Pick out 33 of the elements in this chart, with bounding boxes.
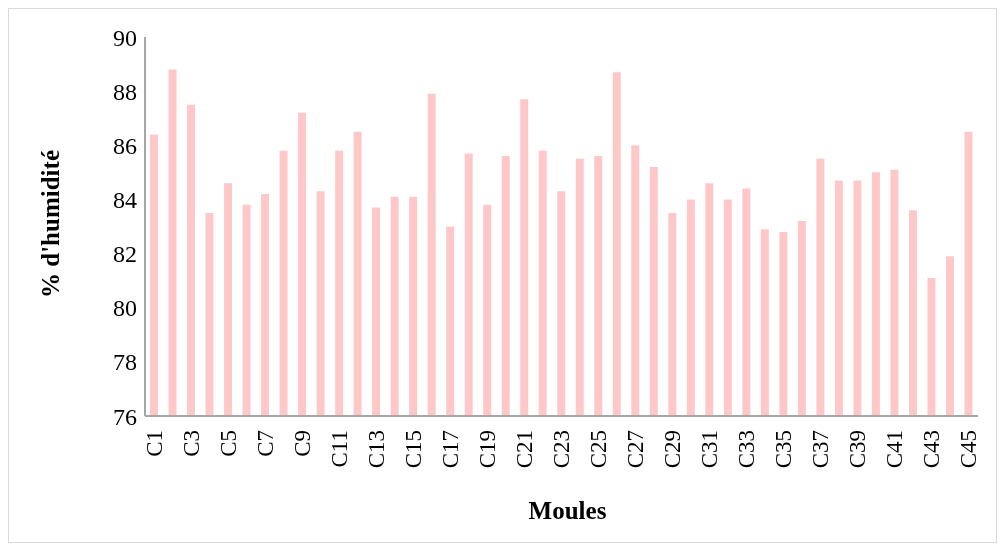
y-tick-label: 76 — [113, 403, 137, 430]
y-tick-label: 90 — [113, 24, 137, 51]
x-tick-label: C5 — [215, 430, 241, 457]
x-tick-label: C25 — [586, 430, 612, 469]
x-tick-label: C21 — [511, 430, 537, 469]
x-tick-label: C15 — [400, 430, 426, 469]
x-tick-label: C41 — [882, 430, 908, 469]
x-tick-label: C9 — [289, 430, 315, 457]
x-tick-label: C3 — [178, 430, 204, 457]
y-tick-label: 82 — [113, 241, 137, 268]
y-axis-title: % d'humidité — [37, 150, 65, 298]
x-tick-label: C29 — [660, 430, 686, 469]
x-tick-label: C43 — [919, 430, 945, 469]
x-tick-label: C19 — [474, 430, 500, 469]
x-tick-label: C1 — [141, 430, 167, 457]
x-tick-label: C7 — [252, 430, 278, 457]
x-tick-label: C31 — [697, 430, 723, 469]
x-tick-label: C27 — [623, 430, 649, 469]
x-axis-title: Moules — [527, 497, 608, 525]
x-tick-label: C37 — [808, 430, 834, 469]
y-tick-label: 84 — [113, 186, 137, 213]
x-tick-label: C23 — [549, 430, 574, 469]
y-tick-label: 78 — [113, 349, 137, 376]
y-tick-label: 88 — [113, 78, 137, 105]
y-tick-label: 86 — [113, 132, 137, 159]
x-tick-label: C17 — [437, 430, 463, 469]
x-tick-label: C39 — [845, 430, 871, 469]
x-tick-label: C13 — [363, 430, 389, 469]
x-tick-label: C11 — [326, 430, 352, 468]
x-tick-label: C33 — [734, 430, 760, 469]
y-tick-label: 80 — [113, 295, 137, 322]
x-tick-label: C35 — [771, 430, 797, 469]
x-tick-label: C45 — [956, 430, 982, 469]
